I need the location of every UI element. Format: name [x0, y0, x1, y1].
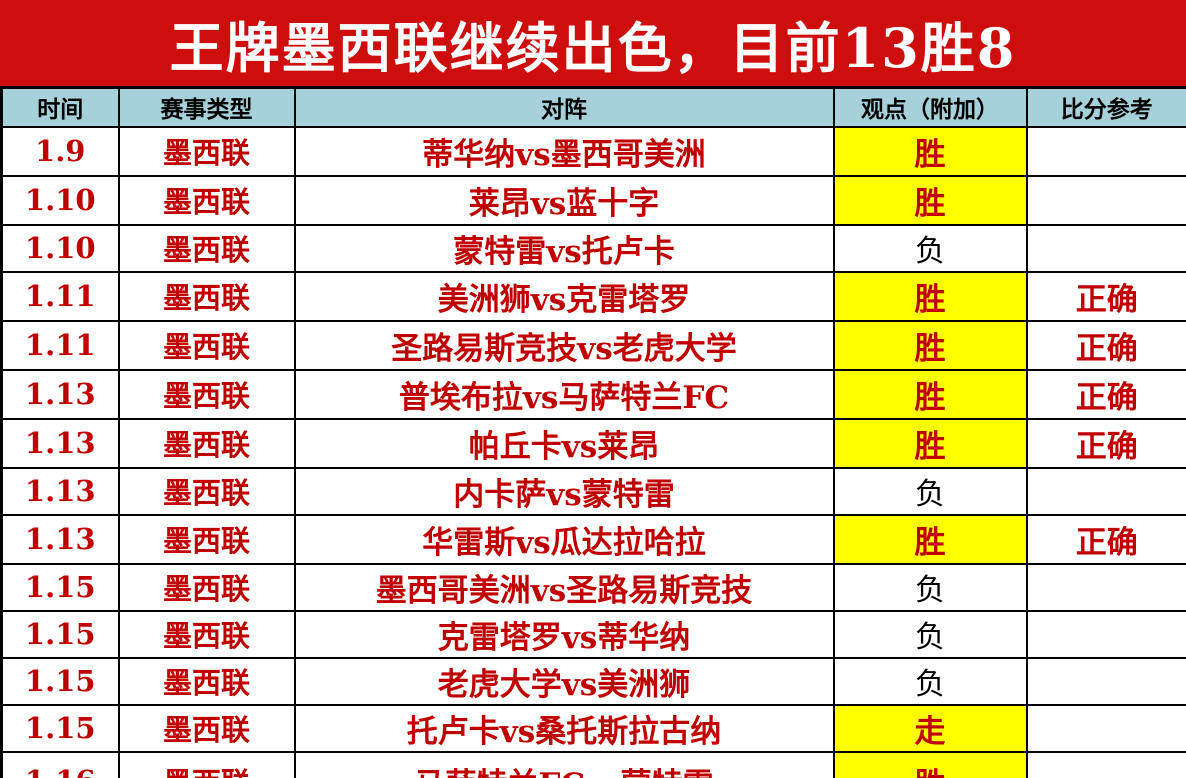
matchup-cell: 莱昂vs蓝十字 — [293, 174, 835, 226]
result-cell — [1025, 223, 1186, 273]
date-cell: 1.10 — [0, 223, 120, 273]
matchup-cell: 普埃布拉vs马萨特兰FC — [293, 368, 835, 420]
viewpoint-cell: 走 — [832, 703, 1028, 753]
date-cell: 1.9 — [0, 125, 120, 177]
league-cell: 墨西联 — [117, 270, 296, 322]
result-cell — [1025, 125, 1186, 177]
viewpoint-cell: 胜 — [832, 750, 1028, 778]
date-cell: 1.10 — [0, 174, 120, 226]
league-cell: 墨西联 — [117, 609, 296, 659]
matchup-cell: 内卡萨vs蒙特雷 — [293, 466, 835, 516]
league-cell: 墨西联 — [117, 466, 296, 516]
league-cell: 墨西联 — [117, 319, 296, 371]
result-cell — [1025, 466, 1186, 516]
viewpoint-cell: 负 — [832, 656, 1028, 706]
table-row: 1.15 墨西联 老虎大学vs美洲狮 负 — [0, 656, 1186, 706]
result-cell — [1025, 750, 1186, 778]
date-cell: 1.15 — [0, 703, 120, 753]
header-row: 时间 赛事类型 对阵 观点（附加） 比分参考 — [0, 86, 1186, 128]
matchup-cell: 老虎大学vs美洲狮 — [293, 656, 835, 706]
viewpoint-cell: 胜 — [832, 125, 1028, 177]
result-cell — [1025, 609, 1186, 659]
result-cell: 正确 — [1025, 319, 1186, 371]
matchup-cell: 蒂华纳vs墨西哥美洲 — [293, 125, 835, 177]
table-row: 1.13 墨西联 帕丘卡vs莱昂 胜 正确 — [0, 417, 1186, 469]
table-row: 1.13 墨西联 内卡萨vs蒙特雷 负 — [0, 466, 1186, 516]
matchup-cell: 圣路易斯竞技vs老虎大学 — [293, 319, 835, 371]
viewpoint-cell: 负 — [832, 466, 1028, 516]
viewpoint-cell: 胜 — [832, 368, 1028, 420]
viewpoint-cell: 胜 — [832, 270, 1028, 322]
table-row: 1.15 墨西联 墨西哥美洲vs圣路易斯竞技 负 — [0, 562, 1186, 612]
league-cell: 墨西联 — [117, 368, 296, 420]
league-cell: 墨西联 — [117, 703, 296, 753]
result-cell — [1025, 703, 1186, 753]
matchup-cell: 帕丘卡vs莱昂 — [293, 417, 835, 469]
league-cell: 墨西联 — [117, 513, 296, 565]
result-cell: 正确 — [1025, 513, 1186, 565]
banner-title: 王牌墨西联继续出色，目前13胜8 — [169, 15, 1017, 80]
table-row: 1.16 墨西联 马萨特兰FCvs蒙特雷 胜 — [0, 750, 1186, 778]
date-cell: 1.16 — [0, 750, 120, 778]
header-viewpoint: 观点（附加） — [832, 86, 1028, 128]
viewpoint-cell: 胜 — [832, 174, 1028, 226]
result-cell — [1025, 174, 1186, 226]
table-row: 1.10 墨西联 莱昂vs蓝十字 胜 — [0, 174, 1186, 226]
table-row: 1.15 墨西联 克雷塔罗vs蒂华纳 负 — [0, 609, 1186, 659]
viewpoint-cell: 胜 — [832, 417, 1028, 469]
header-matchup: 对阵 — [293, 86, 835, 128]
league-cell: 墨西联 — [117, 562, 296, 612]
table-row: 1.11 墨西联 圣路易斯竞技vs老虎大学 胜 正确 — [0, 319, 1186, 371]
result-cell: 正确 — [1025, 368, 1186, 420]
result-cell: 正确 — [1025, 270, 1186, 322]
viewpoint-cell: 负 — [832, 562, 1028, 612]
league-cell: 墨西联 — [117, 656, 296, 706]
date-cell: 1.13 — [0, 417, 120, 469]
date-cell: 1.13 — [0, 368, 120, 420]
table-row: 1.9 墨西联 蒂华纳vs墨西哥美洲 胜 — [0, 125, 1186, 177]
matchup-cell: 克雷塔罗vs蒂华纳 — [293, 609, 835, 659]
predictions-table: 时间 赛事类型 对阵 观点（附加） 比分参考 1.9 墨西联 蒂华纳vs墨西哥美… — [0, 86, 1186, 778]
matchup-cell: 蒙特雷vs托卢卡 — [293, 223, 835, 273]
matchup-cell: 马萨特兰FCvs蒙特雷 — [293, 750, 835, 778]
viewpoint-cell: 负 — [832, 609, 1028, 659]
table-row: 1.13 墨西联 华雷斯vs瓜达拉哈拉 胜 正确 — [0, 513, 1186, 565]
table-row: 1.10 墨西联 蒙特雷vs托卢卡 负 — [0, 223, 1186, 273]
matchup-cell: 华雷斯vs瓜达拉哈拉 — [293, 513, 835, 565]
date-cell: 1.15 — [0, 562, 120, 612]
header-score-reference: 比分参考 — [1025, 86, 1186, 128]
header-event-type: 赛事类型 — [117, 86, 296, 128]
table-row: 1.11 墨西联 美洲狮vs克雷塔罗 胜 正确 — [0, 270, 1186, 322]
result-cell: 正确 — [1025, 417, 1186, 469]
matchup-cell: 墨西哥美洲vs圣路易斯竞技 — [293, 562, 835, 612]
league-cell: 墨西联 — [117, 750, 296, 778]
table-row: 1.13 墨西联 普埃布拉vs马萨特兰FC 胜 正确 — [0, 368, 1186, 420]
table-row: 1.15 墨西联 托卢卡vs桑托斯拉古纳 走 — [0, 703, 1186, 753]
viewpoint-cell: 胜 — [832, 319, 1028, 371]
result-cell — [1025, 656, 1186, 706]
viewpoint-cell: 负 — [832, 223, 1028, 273]
date-cell: 1.15 — [0, 609, 120, 659]
date-cell: 1.11 — [0, 270, 120, 322]
date-cell: 1.13 — [0, 466, 120, 516]
matchup-cell: 美洲狮vs克雷塔罗 — [293, 270, 835, 322]
viewpoint-cell: 胜 — [832, 513, 1028, 565]
matchup-cell: 托卢卡vs桑托斯拉古纳 — [293, 703, 835, 753]
league-cell: 墨西联 — [117, 223, 296, 273]
date-cell: 1.11 — [0, 319, 120, 371]
date-cell: 1.13 — [0, 513, 120, 565]
league-cell: 墨西联 — [117, 417, 296, 469]
header-time: 时间 — [0, 86, 120, 128]
league-cell: 墨西联 — [117, 174, 296, 226]
date-cell: 1.15 — [0, 656, 120, 706]
result-cell — [1025, 562, 1186, 612]
banner: 王牌墨西联继续出色，目前13胜8 — [0, 0, 1186, 86]
league-cell: 墨西联 — [117, 125, 296, 177]
